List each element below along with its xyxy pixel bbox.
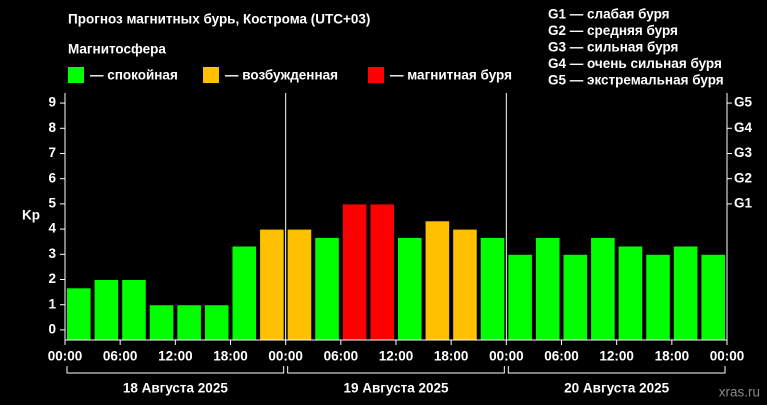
y2-tick-label: G2 xyxy=(734,170,752,185)
bar xyxy=(231,245,258,341)
bar xyxy=(397,236,423,341)
bar xyxy=(617,245,644,341)
bar xyxy=(424,220,451,341)
bar xyxy=(66,287,92,341)
bar xyxy=(507,253,533,341)
legend-swatch xyxy=(68,67,84,83)
y-tick-label: 8 xyxy=(48,120,56,135)
bar xyxy=(203,304,230,341)
x-tick-label: 18:00 xyxy=(434,349,469,364)
bar xyxy=(479,236,506,341)
day-label: 19 Августа 2025 xyxy=(343,381,449,396)
legend-swatch xyxy=(203,67,219,83)
y2-tick-label: G4 xyxy=(734,120,753,135)
bar xyxy=(369,203,395,341)
bar xyxy=(286,228,313,341)
bar xyxy=(121,279,147,341)
bar xyxy=(93,279,120,341)
bar xyxy=(534,236,561,341)
legend-title: Магнитосфера xyxy=(68,42,166,57)
x-tick-label: 06:00 xyxy=(544,349,579,364)
y-axis-label: Kp xyxy=(22,208,40,223)
x-tick-label: 18:00 xyxy=(213,349,248,364)
watermark: xras.ru xyxy=(719,385,760,400)
y-tick-label: 2 xyxy=(48,271,56,286)
x-tick-label: 00:00 xyxy=(48,349,83,364)
y-tick-label: 5 xyxy=(48,195,56,210)
y-tick-label: 4 xyxy=(48,221,56,236)
y-tick-label: 9 xyxy=(48,95,56,110)
day-bracket xyxy=(507,366,726,374)
x-tick-label: 06:00 xyxy=(324,349,359,364)
storm-level: G3 — сильная буря xyxy=(548,40,678,55)
storm-level: G4 — очень сильная буря xyxy=(548,56,722,71)
x-tick-label: 06:00 xyxy=(103,349,138,364)
bar xyxy=(645,253,671,341)
chart-title: Прогноз магнитных бурь, Кострома (UTC+03… xyxy=(68,12,370,27)
y2-tick-label: G5 xyxy=(734,95,753,110)
x-tick-label: 12:00 xyxy=(158,349,193,364)
day-label: 18 Августа 2025 xyxy=(123,381,229,396)
bar xyxy=(590,236,616,341)
legend-label: — спокойная xyxy=(90,68,178,83)
y-tick-label: 7 xyxy=(48,145,56,160)
legend-label: — магнитная буря xyxy=(390,68,512,83)
legend-label: — возбужденная xyxy=(225,68,338,83)
y-tick-label: 0 xyxy=(48,321,56,336)
y2-tick-label: G3 xyxy=(734,145,753,160)
bar xyxy=(259,228,285,341)
legend-swatch xyxy=(368,67,384,83)
storm-level: G2 — средняя буря xyxy=(548,23,678,38)
bar xyxy=(700,253,727,341)
bar xyxy=(341,203,368,341)
bar xyxy=(314,236,340,341)
bar xyxy=(176,304,202,341)
x-tick-label: 00:00 xyxy=(710,349,745,364)
bar xyxy=(452,228,478,341)
x-tick-label: 18:00 xyxy=(655,349,690,364)
y-tick-label: 1 xyxy=(48,296,56,311)
x-tick-label: 00:00 xyxy=(489,349,524,364)
day-label: 20 Августа 2025 xyxy=(564,381,670,396)
x-tick-label: 00:00 xyxy=(268,349,303,364)
day-bracket xyxy=(66,366,285,374)
x-tick-label: 12:00 xyxy=(599,349,634,364)
y2-tick-label: G1 xyxy=(734,195,753,210)
storm-level: G1 — слабая буря xyxy=(548,7,670,22)
y-tick-label: 6 xyxy=(48,170,56,185)
storm-level: G5 — экстремальная буря xyxy=(548,73,724,88)
x-tick-label: 12:00 xyxy=(379,349,414,364)
bar xyxy=(562,253,589,341)
bar xyxy=(148,304,175,341)
day-bracket xyxy=(287,366,505,374)
bar xyxy=(672,245,699,341)
y-tick-label: 3 xyxy=(48,246,56,261)
